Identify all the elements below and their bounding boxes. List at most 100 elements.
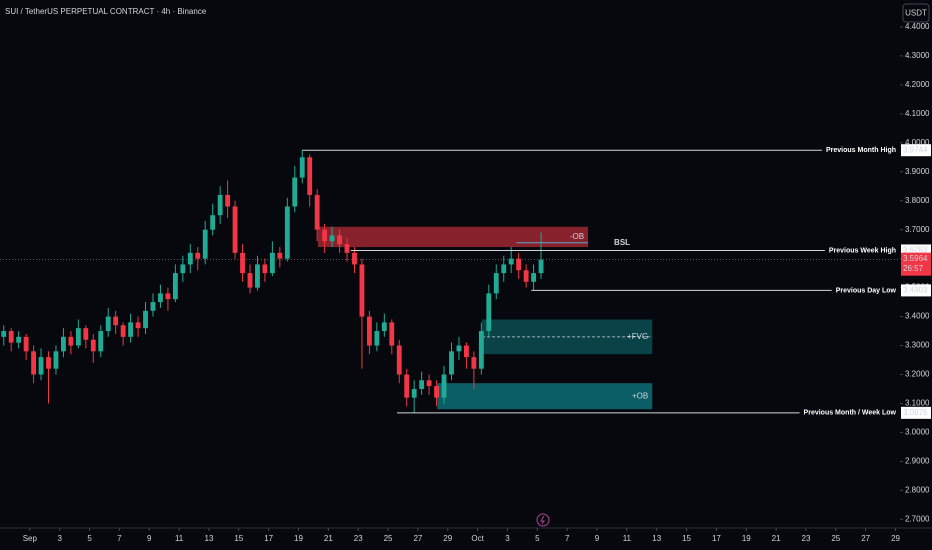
candle-body: [471, 357, 477, 369]
candle-body: [486, 293, 492, 332]
x-tick-label: 23: [354, 534, 363, 543]
x-tick-label: Oct: [471, 534, 484, 543]
current-price: 3.5964: [903, 254, 928, 263]
candle-body: [31, 351, 37, 375]
level-price-box: [901, 406, 931, 419]
candle-body: [419, 380, 425, 389]
x-tick-label: 11: [623, 534, 632, 543]
candle-body: [449, 351, 454, 375]
x-tick-label: 15: [234, 534, 243, 543]
level-price: 3.6283: [903, 246, 928, 255]
x-tick-label: 25: [384, 534, 393, 543]
candle-body: [531, 273, 537, 282]
x-tick-label: 9: [147, 534, 152, 543]
zone: [437, 383, 653, 410]
candle-body: [225, 194, 231, 207]
level-label: Previous Month High: [826, 147, 896, 154]
zone-label: -OB: [570, 232, 584, 241]
candle-body: [8, 331, 14, 343]
candle-body: [456, 345, 462, 352]
candle-body: [314, 194, 320, 230]
candle-body: [508, 258, 514, 265]
candle-body: [165, 293, 171, 300]
x-tick-label: 3: [505, 534, 510, 543]
candle-body: [38, 357, 44, 375]
candle-body: [46, 357, 51, 369]
candle-body: [23, 336, 29, 352]
candle-body: [284, 206, 290, 259]
candle-body: [299, 157, 305, 178]
zone-label: +OB: [632, 391, 648, 400]
y-tick-label: 4.4000: [905, 22, 930, 31]
candle-body: [329, 235, 335, 242]
x-tick-label: Sep: [23, 534, 38, 543]
y-tick-label: 3.0000: [905, 428, 930, 437]
x-tick-label: 29: [891, 534, 900, 543]
candle-body: [441, 374, 447, 398]
x-tick-label: 27: [861, 534, 870, 543]
x-tick-label: 7: [117, 534, 122, 543]
x-tick-label: 19: [742, 534, 751, 543]
x-tick-label: 9: [595, 534, 600, 543]
x-tick-label: 17: [264, 534, 273, 543]
currency-label: USDT: [905, 9, 927, 18]
event-icon-bolt: [540, 515, 545, 525]
candle-body: [434, 386, 439, 398]
candle-body: [75, 328, 81, 346]
candle-body: [292, 177, 298, 207]
candle-body: [247, 273, 253, 288]
x-tick-label: 15: [682, 534, 691, 543]
y-tick-label: 3.9000: [905, 167, 930, 176]
candle-body: [307, 157, 313, 195]
currency-button[interactable]: [902, 3, 930, 23]
y-tick-label: 3.2000: [905, 370, 930, 379]
candle-body: [143, 310, 148, 329]
candle-body: [493, 273, 499, 294]
candle-body: [98, 331, 104, 352]
candle-body: [277, 252, 283, 259]
current-price-box: [901, 252, 931, 276]
candle-body: [478, 331, 484, 369]
candle-body: [217, 194, 223, 216]
level-price: 3.0676: [903, 408, 928, 417]
candle-body: [150, 302, 156, 311]
candle-body: [426, 380, 432, 387]
candle-body: [523, 270, 529, 282]
candle-body: [404, 374, 410, 398]
x-tick-label: 21: [772, 534, 781, 543]
zone: [317, 226, 589, 248]
x-tick-label: 19: [294, 534, 303, 543]
y-tick-label: 2.7000: [905, 514, 930, 523]
candle-body: [374, 331, 380, 346]
candle-body: [240, 252, 245, 274]
candle-body: [389, 322, 395, 346]
x-tick-label: 13: [205, 534, 214, 543]
candle-body: [180, 264, 186, 274]
x-tick-label: 5: [535, 534, 540, 543]
x-tick-label: 23: [802, 534, 811, 543]
event-icon[interactable]: [536, 513, 550, 527]
candle-body: [16, 336, 22, 343]
chart-title: SUI / TetherUS PERPETUAL CONTRACT · 4h ·…: [5, 7, 207, 16]
candle-body: [269, 252, 275, 274]
y-tick-label: 4.3000: [905, 51, 930, 60]
candle-body: [1, 331, 7, 337]
x-tick-label: 29: [443, 534, 452, 543]
level-label: Previous Week High: [829, 247, 896, 254]
x-tick-label: 3: [57, 534, 62, 543]
level-price-box: [901, 244, 931, 257]
y-tick-label: 4.0000: [905, 138, 930, 147]
candle-body: [366, 316, 372, 346]
candle-body: [53, 351, 59, 369]
level-label: Previous Month / Week Low: [804, 410, 897, 417]
candle-body: [516, 258, 522, 271]
candle-body: [90, 339, 96, 352]
candle-body: [352, 252, 357, 265]
candle-body: [411, 388, 417, 398]
level-price-box: [901, 284, 931, 297]
y-tick-label: 2.9000: [905, 456, 930, 465]
y-tick-label: 4.2000: [905, 80, 930, 89]
candle-body: [128, 322, 134, 337]
candle-body: [255, 264, 260, 288]
